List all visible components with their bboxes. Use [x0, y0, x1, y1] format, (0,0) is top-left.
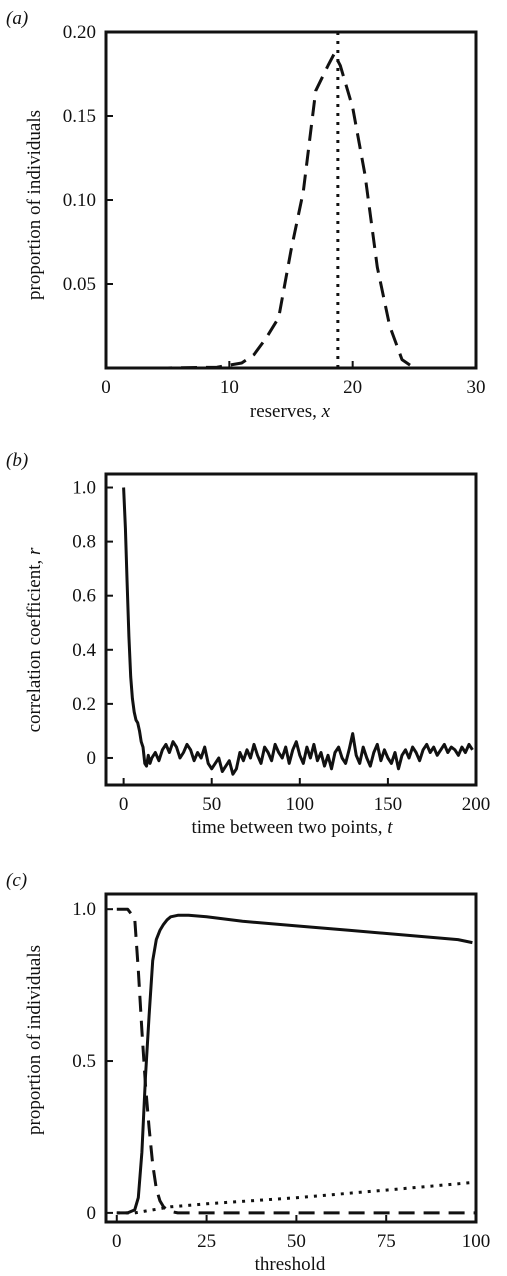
x-tick-label: 100	[462, 1231, 491, 1252]
panel-a: (a) 0.05 0.10 0.15 0.20 0 10 20 30 reserves, x…	[6, 8, 486, 422]
axes-frame-a	[104, 30, 478, 370]
panel-b: (b) 0 0.2 0.4 0.6 0.8 1.0 0 50 100 150 200 time b…	[6, 450, 490, 838]
x-tick-label: 0	[101, 377, 111, 398]
series-line-dashed	[116, 907, 476, 1215]
y-tick-label: 0.10	[63, 190, 96, 211]
y-tick-label: 0.6	[72, 586, 96, 607]
x-ticks-a: 0 10 20 30	[101, 361, 486, 398]
panel-label-b: (b)	[6, 450, 28, 471]
x-axis-label-b: time between two points, t	[191, 817, 393, 838]
y-tick-label: 0	[87, 748, 97, 769]
x-tick-label: 20	[343, 377, 362, 398]
axes-frame-c	[104, 892, 478, 1224]
plot-area-a	[104, 30, 478, 370]
x-tick-label: 200	[462, 794, 491, 815]
x-tick-label: 100	[286, 794, 315, 815]
x-tick-label: 30	[467, 377, 486, 398]
x-tick-label: 0	[119, 794, 129, 815]
x-tick-label: 150	[374, 794, 403, 815]
panel-label-c: (c)	[6, 870, 27, 891]
y-tick-label: 0.5	[72, 1051, 96, 1072]
plot-area-c	[104, 892, 478, 1224]
axes-frame-b	[104, 472, 478, 787]
y-tick-label: 0.20	[63, 22, 96, 43]
series-line-dotted	[116, 1181, 473, 1215]
y-tick-label: 0.4	[72, 640, 96, 661]
plot-area-b	[104, 472, 478, 787]
y-tick-label: 0.05	[63, 274, 96, 295]
x-axis-label-c: threshold	[255, 1254, 326, 1275]
panel-c: (c) 0 0.5 1.0 0 25 50 75 100 threshold proport…	[6, 870, 490, 1275]
y-tick-label: 1.0	[72, 478, 96, 499]
y-axis-label-c: proportion of individuals	[24, 945, 45, 1135]
x-tick-label: 10	[220, 377, 239, 398]
y-ticks-b: 0 0.2 0.4 0.6 0.8 1.0	[72, 478, 113, 769]
y-tick-label: 0.15	[63, 106, 96, 127]
x-tick-label: 50	[202, 794, 221, 815]
x-ticks-b: 0 50 100 150 200	[119, 778, 490, 815]
x-tick-label: 0	[112, 1231, 122, 1252]
panel-label-a: (a)	[6, 8, 28, 29]
x-tick-label: 50	[287, 1231, 306, 1252]
x-tick-label: 75	[377, 1231, 396, 1252]
y-ticks-c: 0 0.5 1.0	[72, 899, 113, 1224]
y-tick-label: 0.8	[72, 532, 96, 553]
x-axis-label-a: reserves, x	[250, 401, 331, 422]
series-line-dashed	[106, 52, 476, 368]
y-axis-label-b: correlation coefficient, r	[24, 547, 45, 732]
series-line-solid	[116, 913, 473, 1215]
y-ticks-a: 0.05 0.10 0.15 0.20	[63, 22, 113, 295]
y-tick-label: 0	[87, 1203, 97, 1224]
y-tick-label: 1.0	[72, 899, 96, 920]
x-tick-label: 25	[197, 1231, 216, 1252]
y-axis-label-a: proportion of individuals	[24, 110, 45, 300]
series-line-solid	[122, 487, 474, 776]
y-tick-label: 0.2	[72, 694, 96, 715]
x-ticks-c: 0 25 50 75 100	[112, 1215, 490, 1252]
